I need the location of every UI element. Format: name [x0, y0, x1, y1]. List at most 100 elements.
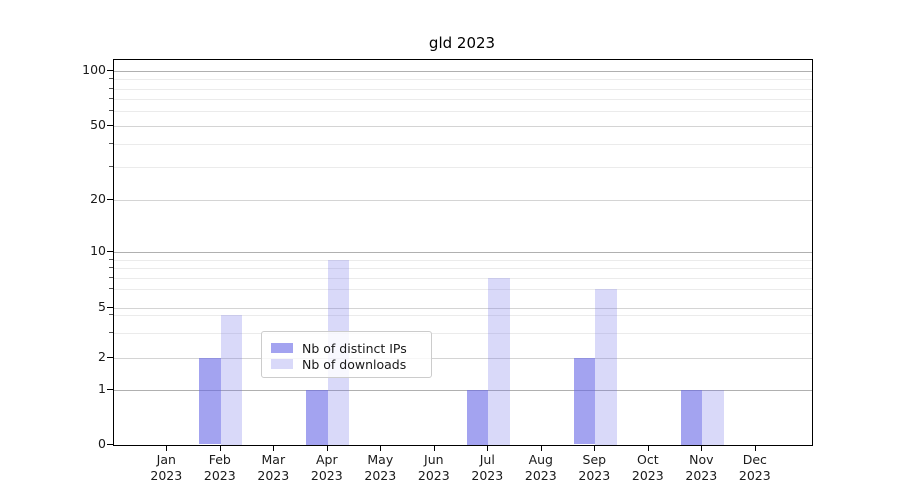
x-tick-mark	[754, 445, 756, 451]
x-tick-label-sep: Sep 2023	[562, 452, 626, 483]
bar-downloads-feb	[220, 315, 243, 445]
y-tick-mark	[107, 198, 113, 200]
y-tick-mark	[107, 251, 113, 252]
y-minor-tick-mark	[109, 110, 113, 112]
gridline-minor	[114, 166, 812, 168]
gridline-minor	[114, 315, 812, 316]
gridline-minor	[114, 332, 812, 334]
x-label-year: 2023	[150, 467, 183, 483]
bar-distinct-ips-sep	[573, 357, 596, 445]
x-label-month: Sep	[582, 452, 607, 467]
x-tick-label-oct: Oct 2023	[616, 452, 680, 483]
x-label-month: Jan	[156, 452, 176, 467]
x-tick-label-jun: Jun 2023	[402, 452, 466, 483]
bar-distinct-ips-apr	[306, 390, 328, 445]
y-tick-mark	[107, 389, 113, 390]
y-tick-label-2: 2	[98, 348, 106, 364]
x-tick-mark	[380, 445, 382, 451]
y-tick-mark	[107, 307, 113, 308]
y-minor-tick-mark	[109, 87, 113, 89]
gridline-50	[114, 125, 812, 127]
gridline-minor	[114, 88, 812, 90]
x-tick-label-jul: Jul 2023	[455, 452, 519, 483]
y-tick-label-1: 1	[98, 381, 106, 396]
legend-item-distinct-ips: Nb of distinct IPs	[271, 340, 423, 356]
x-tick-mark	[219, 445, 221, 451]
x-label-year: 2023	[310, 467, 343, 483]
gridline-2	[114, 357, 812, 359]
x-tick-mark	[273, 445, 275, 451]
y-tick-mark	[107, 124, 113, 126]
gridline-5	[114, 308, 812, 309]
x-label-year: 2023	[578, 467, 611, 483]
y-minor-tick-mark	[109, 314, 113, 315]
x-label-month: Nov	[689, 452, 714, 467]
x-label-year: 2023	[631, 467, 664, 483]
y-tick-label-50: 50	[90, 116, 106, 132]
x-label-year: 2023	[203, 467, 236, 483]
y-minor-tick-mark	[109, 266, 113, 268]
y-minor-tick-mark	[109, 78, 113, 80]
x-tick-label-nov: Nov 2023	[669, 452, 733, 483]
x-tick-mark	[647, 445, 649, 451]
legend-label-distinct-ips: Nb of distinct IPs	[302, 340, 407, 356]
x-label-year: 2023	[471, 467, 504, 483]
y-tick-label-5: 5	[98, 299, 106, 314]
legend-label-downloads: Nb of downloads	[302, 356, 407, 372]
x-tick-label-dec: Dec 2023	[723, 452, 787, 483]
x-label-year: 2023	[257, 467, 290, 483]
x-tick-mark	[594, 445, 596, 451]
y-minor-tick-mark	[109, 142, 113, 144]
x-label-month: Jun	[424, 452, 444, 467]
gridline-20	[114, 199, 812, 201]
x-label-month: Aug	[528, 452, 553, 467]
x-tick-label-feb: Feb 2023	[188, 452, 252, 483]
x-label-year: 2023	[417, 467, 450, 483]
x-label-month: Mar	[261, 452, 286, 467]
x-label-month: May	[367, 452, 394, 467]
y-tick-mark	[107, 356, 113, 358]
y-tick-mark	[107, 70, 113, 71]
x-tick-mark	[326, 445, 328, 451]
x-label-month: Apr	[315, 452, 338, 467]
gridline-10	[114, 252, 812, 253]
legend-item-downloads: Nb of downloads	[271, 356, 423, 372]
plot-area	[113, 59, 813, 446]
y-tick-label-20: 20	[90, 190, 106, 206]
gridline-minor	[114, 143, 812, 145]
bar-downloads-sep	[595, 288, 617, 445]
gridline-1	[114, 390, 812, 391]
legend-swatch-distinct-ips	[271, 343, 293, 353]
x-tick-label-apr: Apr 2023	[295, 452, 359, 483]
x-tick-label-aug: Aug 2023	[509, 452, 573, 483]
bar-distinct-ips-jul	[466, 390, 489, 445]
x-label-month: Dec	[742, 452, 767, 467]
bar-downloads-jul	[488, 277, 510, 445]
y-minor-tick-mark	[109, 287, 113, 289]
gridline-minor	[114, 79, 812, 81]
y-minor-tick-mark	[109, 331, 113, 333]
x-tick-mark	[487, 445, 489, 451]
x-label-year: 2023	[524, 467, 557, 483]
gridline-minor	[114, 277, 812, 279]
gridline-100	[114, 71, 812, 72]
y-minor-tick-mark	[109, 276, 113, 278]
x-label-year: 2023	[364, 467, 397, 483]
x-label-month: Oct	[636, 452, 659, 467]
x-tick-mark	[433, 445, 435, 451]
bar-downloads-nov	[702, 390, 724, 445]
bar-distinct-ips-nov	[680, 390, 703, 445]
bar-distinct-ips-feb	[199, 357, 221, 445]
legend: Nb of distinct IPs Nb of downloads	[261, 331, 432, 378]
x-tick-label-jan: Jan 2023	[134, 452, 198, 483]
gridline-minor	[114, 111, 812, 113]
y-minor-tick-mark	[109, 165, 113, 167]
y-tick-label-100: 100	[82, 62, 106, 77]
y-minor-tick-mark	[109, 98, 113, 100]
y-minor-tick-mark	[109, 258, 113, 260]
x-tick-label-mar: Mar 2023	[241, 452, 305, 483]
y-tick-label-0: 0	[98, 435, 106, 451]
x-tick-mark	[166, 445, 168, 451]
x-label-month: Jul	[479, 452, 495, 467]
